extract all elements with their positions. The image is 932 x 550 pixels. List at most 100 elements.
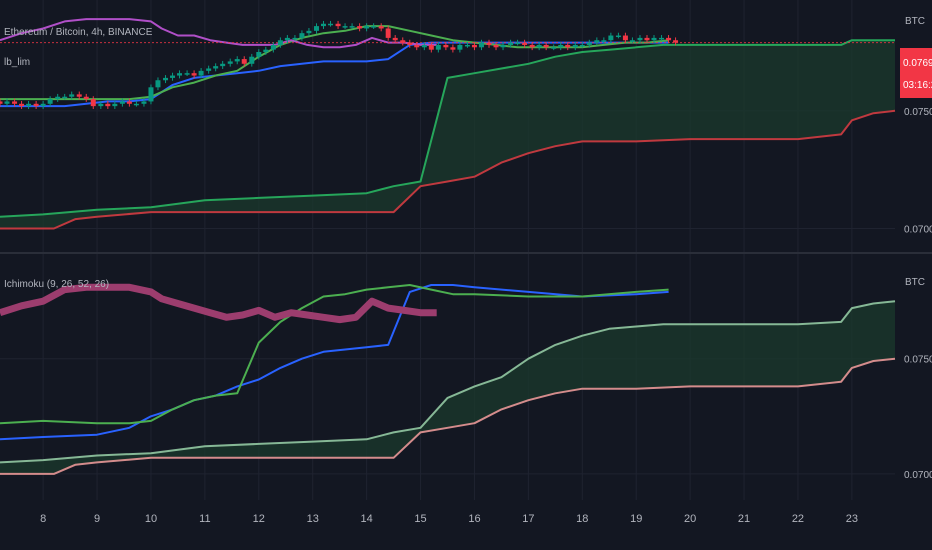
candle-body[interactable] (435, 44, 441, 50)
candle-body[interactable] (83, 96, 89, 100)
candle-body[interactable] (342, 26, 348, 28)
candle-body[interactable] (579, 44, 585, 47)
candle-body[interactable] (565, 44, 571, 48)
candle-body[interactable] (400, 40, 406, 43)
candle-body[interactable] (508, 42, 514, 45)
candle-body[interactable] (392, 37, 398, 41)
candle-body[interactable] (414, 44, 420, 48)
candle-body[interactable] (263, 49, 269, 53)
candle-body[interactable] (0, 101, 3, 104)
series-line-base[interactable] (0, 284, 669, 425)
candle-body[interactable] (26, 103, 32, 107)
candle-body[interactable] (659, 37, 665, 40)
candle-body[interactable] (443, 44, 449, 48)
candle-body[interactable] (191, 73, 197, 76)
candle-body[interactable] (543, 44, 549, 48)
candle-body[interactable] (284, 37, 290, 41)
candle-body[interactable] (112, 103, 118, 107)
candle-body[interactable] (457, 44, 463, 50)
series-line-conversion[interactable] (0, 284, 669, 441)
candle-body[interactable] (651, 37, 657, 41)
series-line-lead_b[interactable] (0, 109, 896, 230)
candle-body[interactable] (629, 40, 635, 42)
candle-body[interactable] (148, 87, 154, 102)
candle-body[interactable] (184, 73, 190, 75)
series-line-lead_a[interactable] (0, 39, 895, 218)
candle-body[interactable] (478, 42, 484, 48)
candle-body[interactable] (536, 44, 542, 48)
candle-body[interactable] (206, 68, 212, 71)
candle-body[interactable] (19, 103, 25, 107)
candle-body[interactable] (4, 101, 10, 104)
candle-body[interactable] (615, 35, 621, 38)
candle-body[interactable] (586, 42, 592, 45)
candle-body[interactable] (234, 59, 240, 62)
candle-body[interactable] (213, 66, 219, 69)
candle-body[interactable] (198, 70, 204, 76)
candle-body[interactable] (292, 37, 298, 40)
candle-body[interactable] (119, 101, 125, 104)
candle-body[interactable] (320, 23, 326, 27)
candle-body[interactable] (313, 26, 319, 31)
candle-body[interactable] (12, 101, 18, 104)
candle-body[interactable] (493, 44, 499, 48)
candle-body[interactable] (98, 103, 104, 107)
candle-body[interactable] (601, 40, 607, 42)
series-line-lagging[interactable] (0, 283, 437, 324)
candle-body[interactable] (256, 52, 262, 57)
candle-body[interactable] (572, 44, 578, 48)
candle-body[interactable] (163, 77, 169, 81)
candle-body[interactable] (62, 96, 68, 99)
candle-body[interactable] (335, 23, 341, 27)
candle-body[interactable] (241, 59, 247, 64)
series-line-base[interactable] (0, 25, 669, 101)
symbol-title[interactable]: Ethereum / Bitcoin, 4h, BINANCE (4, 27, 153, 38)
candle-body[interactable] (227, 61, 233, 64)
candle-body[interactable] (371, 26, 377, 28)
candle-body[interactable] (471, 44, 477, 48)
candle-body[interactable] (33, 103, 39, 107)
candle-body[interactable] (594, 40, 600, 43)
candle-body[interactable] (608, 35, 614, 41)
series-line-lead_a[interactable] (0, 300, 896, 464)
candle-body[interactable] (522, 42, 528, 45)
candle-body[interactable] (673, 40, 679, 43)
candle-body[interactable] (69, 94, 75, 97)
candle-body[interactable] (55, 96, 61, 100)
candle-body[interactable] (450, 47, 456, 50)
candle-body[interactable] (666, 37, 672, 41)
candle-body[interactable] (349, 26, 355, 28)
candle-body[interactable] (141, 101, 147, 104)
candle-body[interactable] (249, 56, 255, 64)
candle-body[interactable] (622, 35, 628, 41)
candle-body[interactable] (385, 28, 391, 38)
candle-body[interactable] (328, 23, 334, 26)
candle-body[interactable] (133, 103, 139, 106)
candle-body[interactable] (90, 99, 96, 107)
candle-body[interactable] (364, 26, 370, 29)
lower-indicator-label[interactable]: Ichimoku (9, 26, 52, 26) (4, 279, 109, 290)
candle-body[interactable] (529, 44, 535, 48)
candle-body[interactable] (421, 44, 427, 48)
candle-body[interactable] (428, 44, 434, 50)
candle-body[interactable] (177, 73, 183, 76)
candle-body[interactable] (637, 37, 643, 41)
candle-body[interactable] (170, 75, 176, 78)
candle-body[interactable] (47, 99, 53, 104)
candle-body[interactable] (551, 47, 557, 49)
ichimoku-pane[interactable]: 0.075000 0.070000 (0, 283, 932, 481)
candle-body[interactable] (40, 103, 46, 107)
candle-body[interactable] (644, 37, 650, 41)
candle-body[interactable] (76, 94, 82, 97)
candle-body[interactable] (378, 26, 384, 29)
candle-body[interactable] (357, 26, 363, 29)
candle-body[interactable] (299, 33, 305, 38)
candle-body[interactable] (464, 44, 470, 47)
candle-body[interactable] (126, 101, 132, 104)
price-pane[interactable]: 0.075000 0.070000 (0, 18, 932, 236)
candle-body[interactable] (220, 63, 226, 67)
candle-body[interactable] (486, 42, 492, 45)
candle-body[interactable] (155, 80, 161, 88)
candle-body[interactable] (515, 42, 521, 45)
